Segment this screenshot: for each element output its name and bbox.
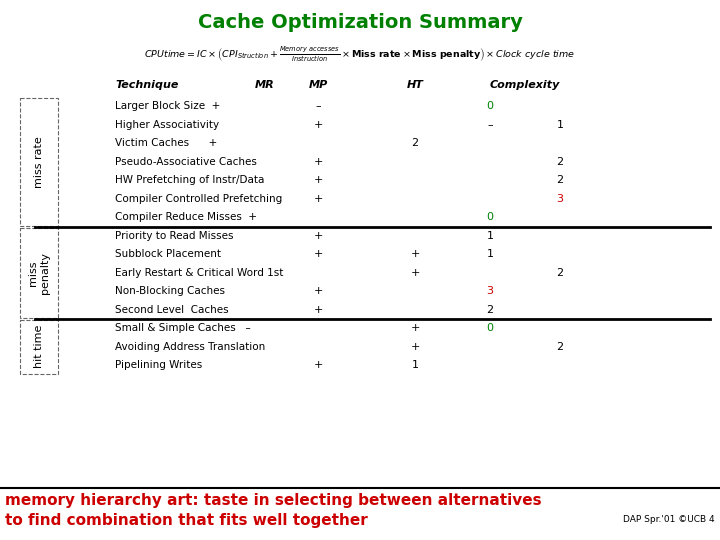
Text: MR: MR <box>255 80 275 90</box>
Text: +: + <box>313 286 323 296</box>
Text: +: + <box>410 249 420 259</box>
Text: 3: 3 <box>487 286 493 296</box>
Text: Technique: Technique <box>115 80 179 90</box>
Text: 2: 2 <box>557 176 564 185</box>
Text: Higher Associativity: Higher Associativity <box>115 120 219 130</box>
Text: 1: 1 <box>412 360 418 370</box>
Text: –: – <box>315 102 321 111</box>
Text: $CPUtime = IC \times \left( CPI_{Struction} + \frac{Memory\ accesses}{Instructio: $CPUtime = IC \times \left( CPI_{Structi… <box>145 46 575 64</box>
Text: Victim Caches      +: Victim Caches + <box>115 138 217 149</box>
Text: +: + <box>313 176 323 185</box>
Text: +: + <box>313 194 323 204</box>
Text: 2: 2 <box>557 342 564 352</box>
Text: Priority to Read Misses: Priority to Read Misses <box>115 231 233 241</box>
Text: 2: 2 <box>411 138 418 149</box>
Text: +: + <box>410 342 420 352</box>
Text: Pseudo-Associative Caches: Pseudo-Associative Caches <box>115 157 257 167</box>
Text: MP: MP <box>308 80 328 90</box>
Text: 3: 3 <box>557 194 564 204</box>
Text: 2: 2 <box>557 268 564 278</box>
Text: 1: 1 <box>557 120 564 130</box>
Text: Avoiding Address Translation: Avoiding Address Translation <box>115 342 265 352</box>
Text: 1: 1 <box>487 249 493 259</box>
Text: 2: 2 <box>487 305 494 315</box>
Text: 0: 0 <box>487 212 493 222</box>
Text: –: – <box>487 120 492 130</box>
Text: HW Prefetching of Instr/Data: HW Prefetching of Instr/Data <box>115 176 264 185</box>
Text: Pipelining Writes: Pipelining Writes <box>115 360 202 370</box>
Text: Subblock Placement: Subblock Placement <box>115 249 221 259</box>
Text: Non-Blocking Caches: Non-Blocking Caches <box>115 286 225 296</box>
Text: to find combination that fits well together: to find combination that fits well toget… <box>5 512 368 528</box>
Text: miss rate: miss rate <box>34 136 44 187</box>
Text: miss
penalty: miss penalty <box>28 252 50 294</box>
Text: +: + <box>410 268 420 278</box>
Text: 2: 2 <box>557 157 564 167</box>
Text: +: + <box>313 305 323 315</box>
Text: Cache Optimization Summary: Cache Optimization Summary <box>197 12 523 31</box>
Text: +: + <box>410 323 420 333</box>
Text: +: + <box>313 120 323 130</box>
Text: DAP Spr.'01 ©UCB 4: DAP Spr.'01 ©UCB 4 <box>624 516 715 524</box>
Text: hit time: hit time <box>34 325 44 368</box>
Text: Complexity: Complexity <box>490 80 560 90</box>
Text: Early Restart & Critical Word 1st: Early Restart & Critical Word 1st <box>115 268 284 278</box>
Text: +: + <box>313 231 323 241</box>
Text: HT: HT <box>407 80 423 90</box>
Text: 0: 0 <box>487 323 493 333</box>
Text: +: + <box>313 157 323 167</box>
Text: +: + <box>313 360 323 370</box>
Text: Larger Block Size  +: Larger Block Size + <box>115 102 220 111</box>
Text: +: + <box>313 249 323 259</box>
Text: Compiler Reduce Misses  +: Compiler Reduce Misses + <box>115 212 257 222</box>
Text: memory hierarchy art: taste in selecting between alternatives: memory hierarchy art: taste in selecting… <box>5 494 541 509</box>
Text: Small & Simple Caches   –: Small & Simple Caches – <box>115 323 251 333</box>
Text: Compiler Controlled Prefetching: Compiler Controlled Prefetching <box>115 194 282 204</box>
Text: 1: 1 <box>487 231 493 241</box>
Text: 0: 0 <box>487 102 493 111</box>
Text: Second Level  Caches: Second Level Caches <box>115 305 229 315</box>
